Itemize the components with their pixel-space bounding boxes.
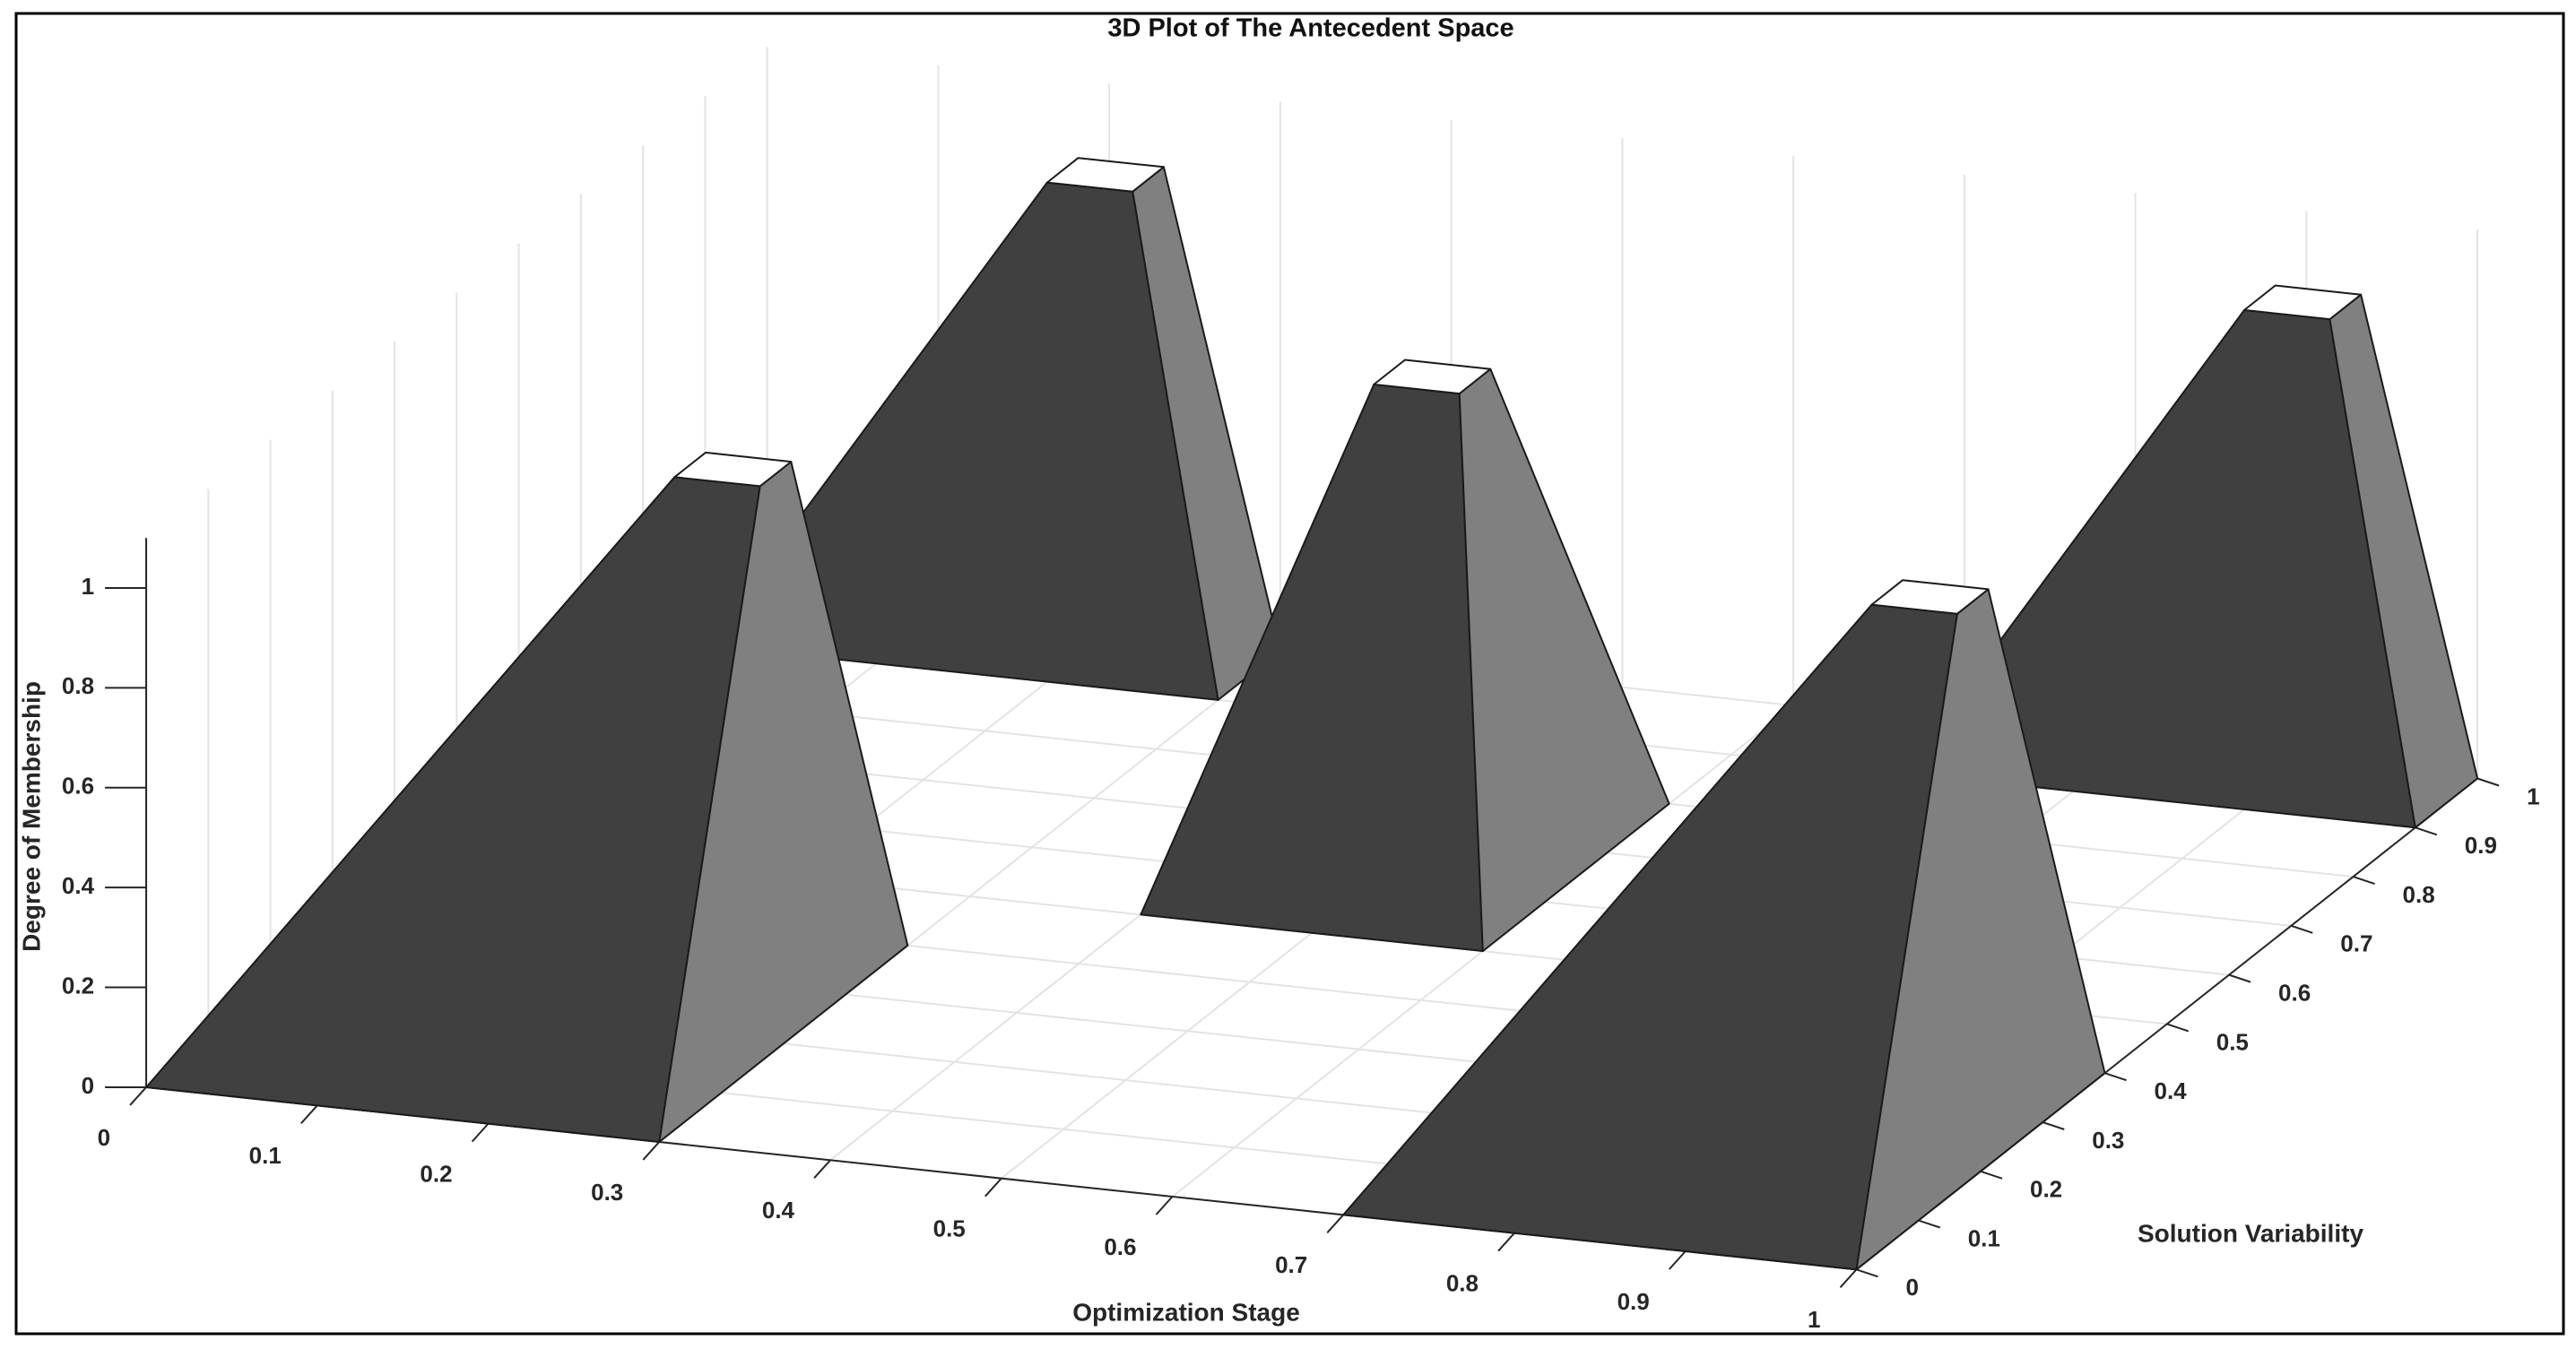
x-tick — [1326, 1214, 1344, 1233]
y-tick — [1856, 1268, 1878, 1278]
x-tick — [984, 1177, 1002, 1198]
x-tick — [300, 1104, 318, 1124]
x-tick — [471, 1122, 490, 1143]
x-tick — [1839, 1268, 1858, 1289]
x-tick — [1155, 1196, 1174, 1215]
chart-title: 3D Plot of The Antecedent Space — [1107, 14, 1514, 43]
x-tick-label: 0.1 — [249, 1142, 282, 1169]
z-tick-label: 1 — [82, 573, 94, 600]
x-tick-label: 0.5 — [933, 1215, 966, 1242]
x-tick-label: 0 — [98, 1124, 110, 1151]
top-face — [2243, 284, 2363, 321]
y-tick — [2415, 826, 2438, 836]
x-tick-label: 0.8 — [1446, 1270, 1479, 1297]
y-tick-label: 0 — [1905, 1274, 1918, 1301]
y-tick — [2290, 924, 2313, 934]
y-tick — [2042, 1121, 2065, 1130]
y-tick-label: 0.3 — [2092, 1127, 2124, 1154]
y-tick-label: 1 — [2527, 783, 2539, 809]
x-axis-label: Optimization Stage — [1072, 1298, 1300, 1326]
top-face — [673, 451, 793, 488]
y-tick — [1918, 1219, 1941, 1229]
y-tick-label: 0.1 — [1968, 1224, 2000, 1251]
x-tick — [129, 1086, 147, 1106]
y-axis-label: Solution Variability — [2138, 1219, 2364, 1247]
z-tick-label: 0.2 — [62, 972, 94, 999]
y-tick-label: 0.7 — [2340, 930, 2372, 957]
y-tick — [1980, 1170, 2003, 1180]
y-tick-label: 0.5 — [2216, 1028, 2249, 1055]
x-tick-label: 0.3 — [591, 1179, 623, 1206]
y-tick-label: 0.9 — [2465, 832, 2497, 859]
y-tick-label: 0.8 — [2403, 881, 2435, 908]
x-tick-label: 1 — [1808, 1306, 1820, 1333]
x-tick-label: 0.6 — [1104, 1233, 1136, 1260]
y-tick — [2353, 876, 2375, 886]
z-tick-label: 0.8 — [62, 672, 94, 699]
y-tick-label: 0.4 — [2155, 1077, 2188, 1104]
y-tick-label: 0.6 — [2278, 980, 2311, 1007]
y-tick — [2104, 1072, 2127, 1082]
z-tick-label: 0.4 — [62, 872, 95, 899]
x-tick — [1668, 1250, 1687, 1270]
z-tick-label: 0.6 — [62, 773, 94, 800]
x-tick — [813, 1159, 831, 1179]
top-face — [1870, 579, 1990, 615]
x-tick-label: 0.4 — [762, 1197, 795, 1224]
y-tick — [2166, 1023, 2190, 1033]
y-tick — [2228, 973, 2251, 983]
x-tick — [642, 1141, 661, 1161]
x-tick-label: 0.2 — [420, 1161, 452, 1188]
x-tick — [1497, 1232, 1515, 1252]
x-tick-label: 0.7 — [1275, 1251, 1307, 1278]
x-tick-label: 0.9 — [1618, 1288, 1650, 1315]
top-face — [1045, 157, 1165, 193]
plot-area: 0 0.1 0.2 0.3 0.4 0.5 0.6 0.7 0.8 0.9 1 0 0.1 0.2 0.3 0… — [62, 47, 2540, 1333]
y-tick — [2476, 777, 2500, 787]
z-tick-label: 0 — [82, 1072, 94, 1099]
y-tick-label: 0.2 — [2030, 1176, 2062, 1203]
z-axis-label: Degree of Membership — [17, 681, 45, 952]
top-face — [1373, 359, 1492, 395]
